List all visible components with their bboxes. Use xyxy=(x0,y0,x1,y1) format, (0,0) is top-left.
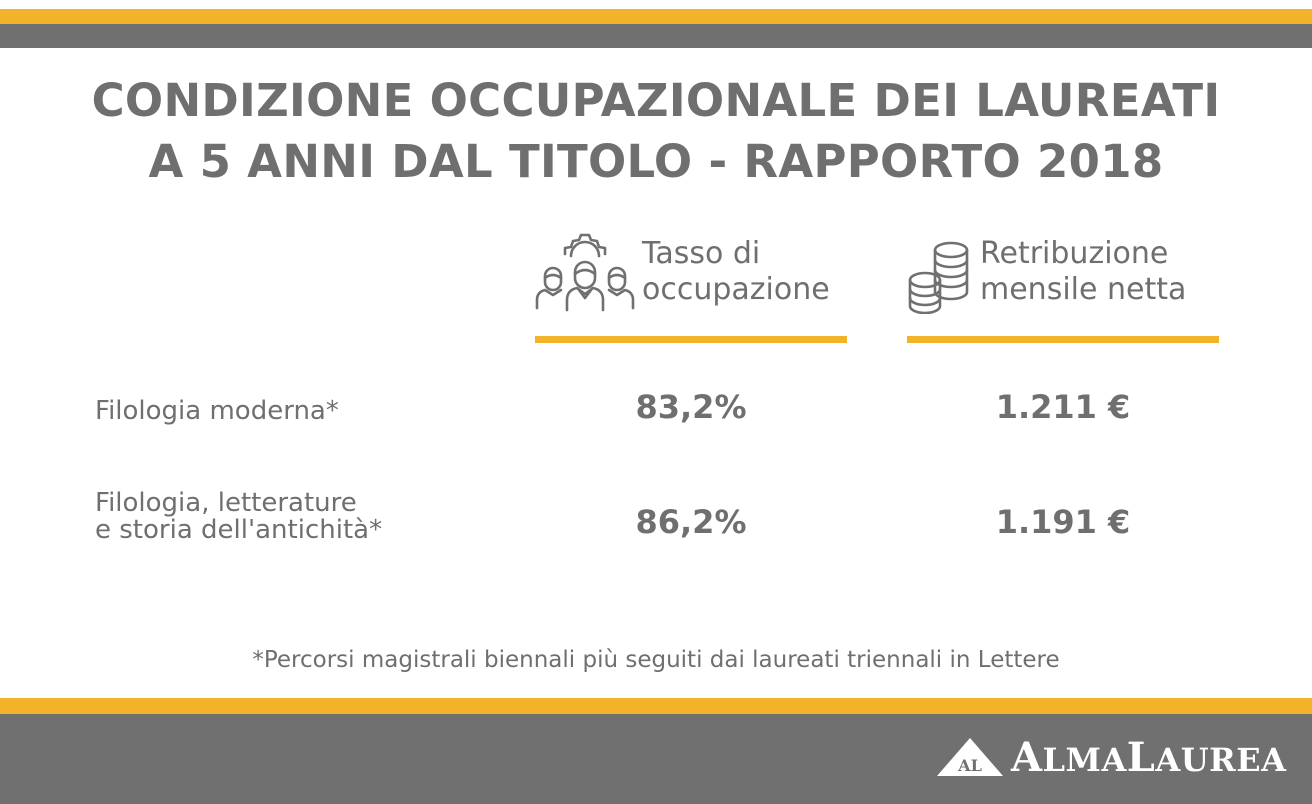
column-label-line-2: occupazione xyxy=(642,272,830,307)
coins-icon xyxy=(907,232,973,318)
bottom-accent-band xyxy=(0,698,1312,714)
column-header-occupazione: Tasso di occupazione xyxy=(535,232,847,347)
retribuzione-value: 1.211 € xyxy=(995,388,1131,426)
logo-wordmark: ALMALAUREA xyxy=(1011,734,1287,781)
footnote: *Percorsi magistrali biennali più seguit… xyxy=(252,647,1060,673)
column-label-occupazione: Tasso di occupazione xyxy=(642,236,830,308)
retribuzione-value: 1.191 € xyxy=(995,503,1131,541)
column-label-retribuzione: Retribuzione mensile netta xyxy=(980,236,1186,308)
row-label-line-1: Filologia moderna* xyxy=(95,396,339,426)
column-header-retribuzione: Retribuzione mensile netta xyxy=(907,232,1219,347)
column-label-line-1: Retribuzione xyxy=(980,236,1169,271)
top-accent-band xyxy=(0,9,1312,24)
row-label-filologia-antichita: Filologia, letterature e storia dell'ant… xyxy=(95,490,382,544)
occupazione-value: 86,2% xyxy=(635,503,747,541)
occupazione-value: 83,2% xyxy=(635,388,747,426)
row-label-filologia-moderna: Filologia moderna* xyxy=(95,398,339,425)
footer-band xyxy=(0,714,1312,804)
title-line-2: A 5 ANNI DAL TITOLO - RAPPORTO 2018 xyxy=(148,135,1164,188)
column-label-line-1: Tasso di xyxy=(642,236,761,271)
people-gear-icon xyxy=(535,232,635,318)
row-label-line-2: e storia dell'antichità* xyxy=(95,515,383,545)
logo-triangle-icon: AL xyxy=(935,736,1005,782)
page-title: CONDIZIONE OCCUPAZIONALE DEI LAUREATI A … xyxy=(0,70,1312,192)
row-label-line-1: Filologia, letterature xyxy=(95,488,357,518)
logo-mark-text: AL xyxy=(957,756,982,775)
column-label-line-2: mensile netta xyxy=(980,272,1187,307)
top-gray-band xyxy=(0,24,1312,48)
title-line-1: CONDIZIONE OCCUPAZIONALE DEI LAUREATI xyxy=(91,74,1221,127)
column-underline xyxy=(535,336,847,343)
column-underline xyxy=(907,336,1219,343)
